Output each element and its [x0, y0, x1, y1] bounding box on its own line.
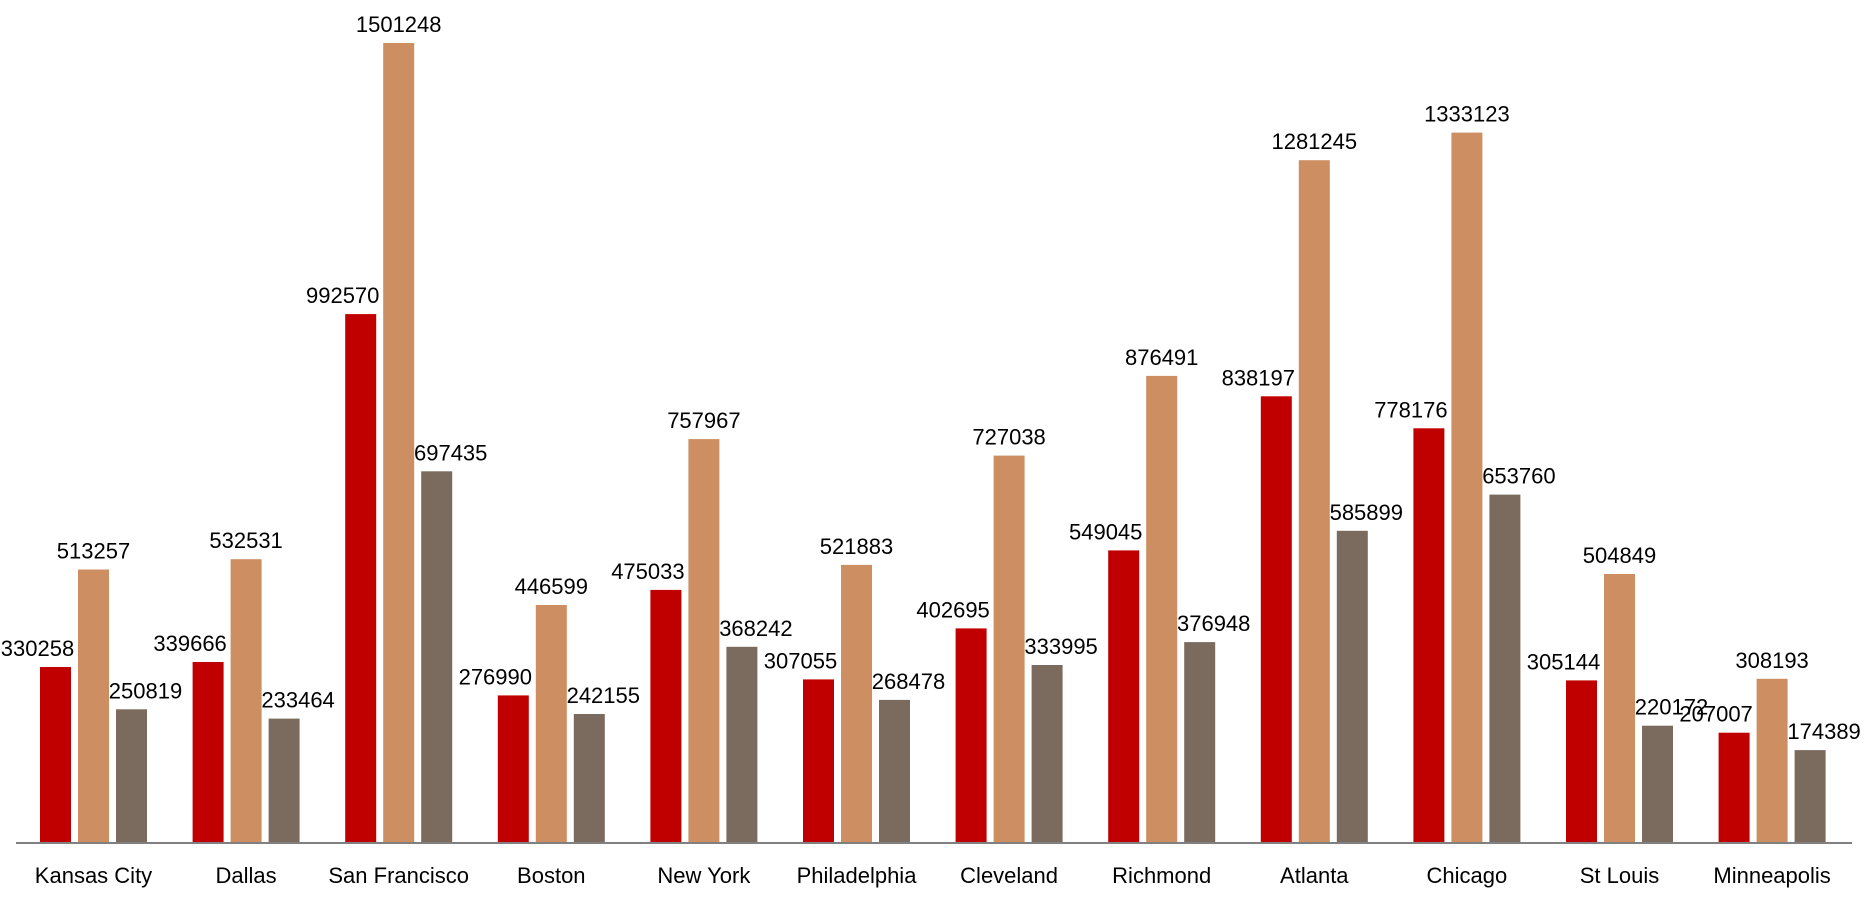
category-label-1: Dallas	[216, 863, 277, 888]
bar-5-series-2	[879, 699, 910, 843]
bar-2-series-0	[345, 314, 377, 844]
bar-1-series-0	[192, 662, 224, 843]
bar-1-series-1	[230, 559, 262, 843]
bar-3-series-2	[573, 714, 605, 843]
value-label-1-series-0: 339666	[153, 631, 226, 656]
value-label-2-series-0: 992570	[306, 283, 379, 308]
value-label-9-series-1: 1333123	[1424, 102, 1510, 127]
bar-5-series-0	[803, 679, 834, 843]
value-label-9-series-2: 653760	[1482, 464, 1555, 489]
value-label-2-series-1: 1501248	[356, 12, 442, 37]
category-label-11: Minneapolis	[1713, 863, 1830, 888]
category-label-2: San Francisco	[328, 863, 469, 888]
category-label-8: Atlanta	[1280, 863, 1349, 888]
value-label-9-series-0: 778176	[1374, 397, 1447, 422]
bar-2-series-1	[383, 43, 415, 843]
bar-0-series-0	[40, 667, 71, 843]
bar-5-series-1	[841, 564, 872, 843]
value-label-1-series-1: 532531	[209, 528, 282, 553]
value-label-0-series-1: 513257	[57, 539, 130, 564]
value-label-4-series-2: 368242	[719, 616, 792, 641]
bar-3-series-1	[535, 605, 567, 843]
value-label-6-series-0: 402695	[916, 597, 989, 622]
value-label-1-series-2: 233464	[261, 688, 334, 713]
value-label-2-series-2: 697435	[414, 440, 487, 465]
bar-7-series-2	[1184, 642, 1216, 843]
value-label-5-series-0: 307055	[764, 648, 837, 673]
bar-4-series-2	[726, 646, 758, 843]
value-label-3-series-2: 242155	[567, 683, 640, 708]
bar-1-series-2	[268, 718, 300, 843]
bar-6-series-1	[993, 455, 1025, 843]
value-label-11-series-2: 174389	[1787, 719, 1860, 744]
category-labels-layer: Kansas City Dallas San Francisco Boston New …	[35, 863, 1831, 888]
bar-4-series-1	[688, 439, 720, 843]
bar-6-series-2	[1031, 665, 1063, 843]
value-label-7-series-0: 549045	[1069, 519, 1142, 544]
value-label-8-series-0: 838197	[1222, 365, 1295, 390]
value-label-11-series-1: 308193	[1735, 648, 1808, 673]
bar-0-series-2	[116, 709, 147, 843]
category-label-3: Boston	[517, 863, 586, 888]
category-label-0: Kansas City	[35, 863, 152, 888]
bar-10-series-1	[1604, 574, 1635, 843]
value-label-6-series-2: 333995	[1024, 634, 1097, 659]
value-label-0-series-2: 250819	[109, 678, 182, 703]
bar-8-series-2	[1336, 530, 1368, 843]
value-label-4-series-1: 757967	[667, 408, 740, 433]
category-label-4: New York	[657, 863, 751, 888]
bar-11-series-2	[1794, 750, 1826, 843]
category-label-10: St Louis	[1580, 863, 1660, 888]
value-label-10-series-1: 504849	[1583, 543, 1656, 568]
bar-8-series-0	[1260, 396, 1292, 843]
bar-9-series-2	[1489, 494, 1521, 843]
value-label-11-series-0: 207007	[1679, 702, 1752, 727]
bar-10-series-2	[1642, 725, 1673, 843]
bars-layer	[40, 43, 1826, 844]
value-label-10-series-0: 305144	[1527, 649, 1600, 674]
bar-11-series-1	[1756, 678, 1788, 843]
bar-9-series-0	[1413, 428, 1445, 843]
bar-11-series-0	[1718, 732, 1750, 843]
bar-4-series-0	[650, 589, 682, 843]
bar-8-series-1	[1298, 160, 1330, 843]
value-label-5-series-1: 521883	[820, 534, 893, 559]
category-label-7: Richmond	[1112, 863, 1211, 888]
category-label-6: Cleveland	[960, 863, 1058, 888]
value-label-7-series-2: 376948	[1177, 611, 1250, 636]
bar-0-series-1	[78, 569, 109, 843]
value-label-8-series-1: 1281245	[1271, 129, 1357, 154]
value-label-7-series-1: 876491	[1125, 345, 1198, 370]
category-label-9: Chicago	[1427, 863, 1508, 888]
value-label-3-series-0: 276990	[459, 664, 532, 689]
value-label-5-series-2: 268478	[872, 669, 945, 694]
value-label-0-series-0: 330258	[1, 636, 74, 661]
bar-6-series-0	[955, 628, 987, 843]
value-labels-layer: 330258 513257 250819 339666 532531 233464 9925…	[1, 12, 1861, 744]
bar-9-series-1	[1451, 132, 1483, 844]
value-label-6-series-1: 727038	[972, 425, 1045, 450]
bar-7-series-1	[1146, 375, 1178, 843]
value-label-3-series-1: 446599	[515, 574, 588, 599]
value-label-4-series-0: 475033	[611, 559, 684, 584]
value-label-8-series-2: 585899	[1330, 500, 1403, 525]
category-label-5: Philadelphia	[797, 863, 918, 888]
bar-2-series-2	[421, 471, 453, 843]
value-label-10-series-2: 220172	[1635, 695, 1708, 720]
bar-3-series-0	[497, 695, 529, 843]
bar-10-series-0	[1566, 680, 1597, 843]
bar-7-series-0	[1108, 550, 1140, 843]
